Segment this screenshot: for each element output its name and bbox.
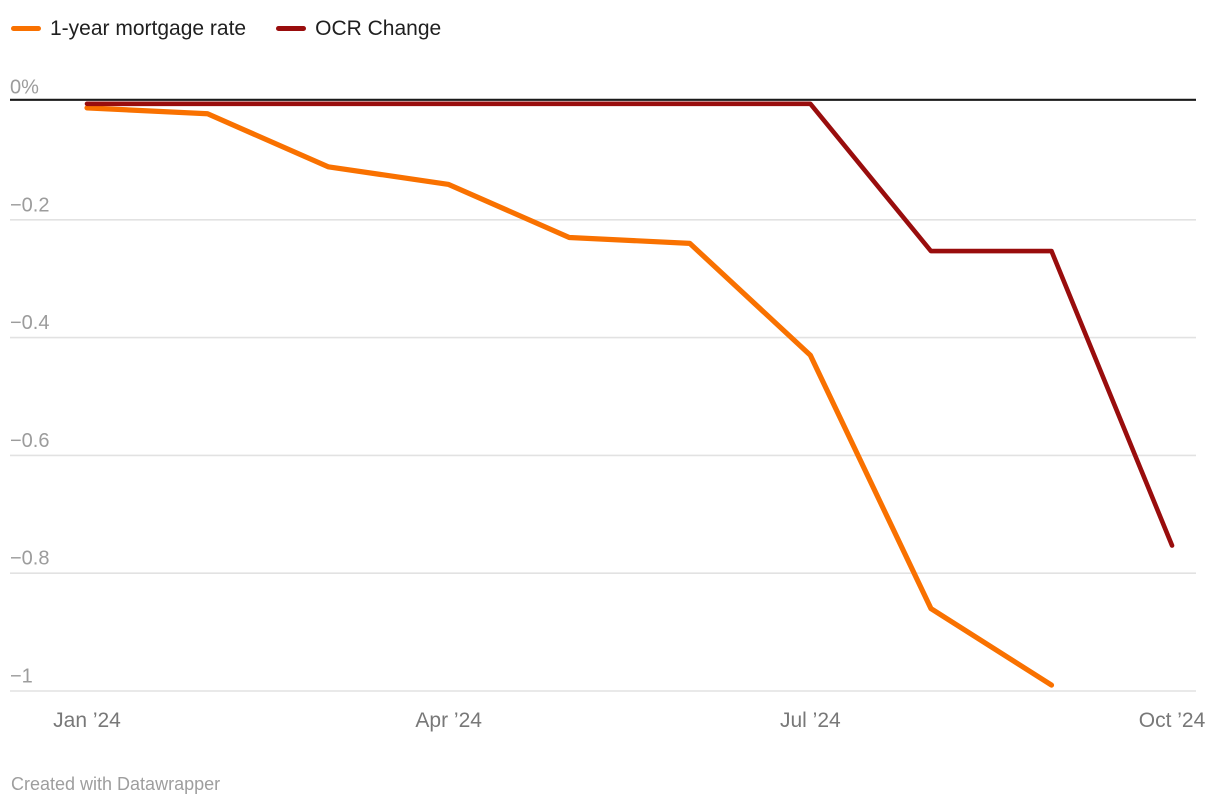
y-tick-label: −0.4 <box>10 312 49 334</box>
ocr-change-line-swatch-icon <box>276 26 307 31</box>
x-tick-label: Oct ’24 <box>1139 709 1206 732</box>
legend-label-mortgage-rate: 1-year mortgage rate <box>50 17 247 40</box>
x-tick-label: Jan ’24 <box>53 709 121 732</box>
chart-legend: 1-year mortgage rate OCR Change <box>11 18 441 39</box>
y-tick-label: −0.8 <box>10 548 49 570</box>
mortgage-rate-line-swatch-icon <box>11 26 41 31</box>
y-tick-label: −0.6 <box>10 430 49 452</box>
x-tick-label: Apr ’24 <box>415 709 482 732</box>
y-tick-label: −1 <box>10 666 33 688</box>
series-line-ocr-change <box>84 101 1175 548</box>
legend-item-mortgage-rate: 1-year mortgage rate <box>11 18 246 39</box>
y-tick-label: −0.2 <box>10 194 49 216</box>
series-line-1-year-mortgage-rate <box>84 105 1055 688</box>
line-chart-canvas: 0% −0.2 −0.4 −0.6 −0.8 −1 Jan ’24 Apr ’24 Jul ’2… <box>10 77 1206 732</box>
x-tick-label: Jul ’24 <box>780 709 841 732</box>
attribution-text: Created with Datawrapper <box>11 774 221 794</box>
legend-label-ocr-change: OCR Change <box>315 17 442 40</box>
legend-item-ocr-change: OCR Change <box>276 18 441 39</box>
y-tick-label: 0% <box>10 77 39 99</box>
